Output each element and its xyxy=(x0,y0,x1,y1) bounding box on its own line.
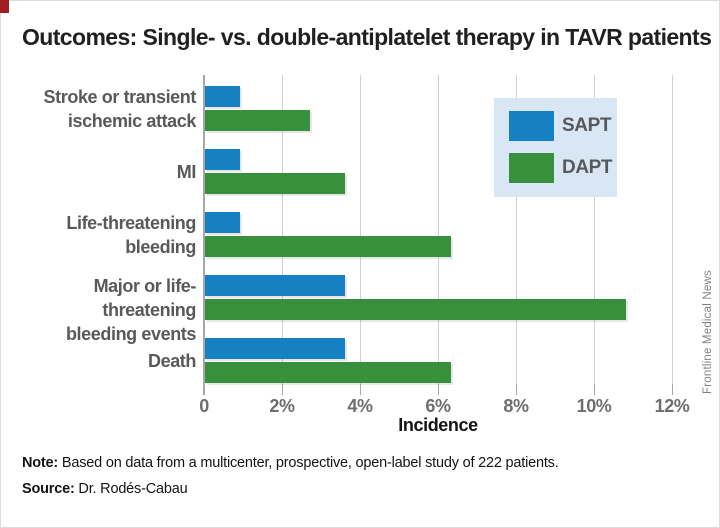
note-text: Note: Based on data from a multicenter, … xyxy=(22,455,559,471)
source-text: Source: Dr. Rodés-Cabau xyxy=(22,481,188,497)
tick-mark xyxy=(594,384,595,395)
gridline xyxy=(516,75,517,384)
tick-mark xyxy=(516,384,517,395)
category-label-2: MI xyxy=(176,162,197,182)
gridline xyxy=(438,75,439,384)
x-tick-label: 0 xyxy=(199,396,209,416)
tick-mark xyxy=(672,384,673,395)
legend-swatch-dapt xyxy=(509,153,554,183)
x-tick-label: 10% xyxy=(576,396,612,416)
bar-dapt-1 xyxy=(205,110,310,131)
legend-swatch-sapt xyxy=(509,111,554,141)
bar-sapt-1 xyxy=(205,86,240,107)
source-label: Source: xyxy=(22,481,75,497)
y-axis-line xyxy=(203,75,205,395)
gridline xyxy=(672,75,673,384)
bar-sapt-3 xyxy=(205,212,240,233)
category-label-3: Life-threatening bleeding xyxy=(66,213,196,257)
bar-sapt-4 xyxy=(205,275,345,296)
category-label-1: Stroke or transient ischemic attack xyxy=(43,87,197,131)
note-label: Note: xyxy=(22,455,59,471)
source-body: Dr. Rodés-Cabau xyxy=(74,481,188,497)
category-label-4: Major or life-threatening bleeding events xyxy=(65,276,196,344)
bar-dapt-3 xyxy=(205,236,451,257)
watermark-credit: Frontline Medical News xyxy=(702,270,714,394)
x-tick-label: 8% xyxy=(503,396,529,416)
bar-dapt-4 xyxy=(205,299,626,320)
gridline xyxy=(282,75,283,384)
tick-mark xyxy=(360,384,361,395)
note-body: Based on data from a multicenter, prospe… xyxy=(58,455,559,471)
legend-label-dapt: DAPT xyxy=(562,157,613,178)
bar-sapt-2 xyxy=(205,149,240,170)
x-tick-label: 4% xyxy=(347,396,373,416)
x-axis-title: Incidence xyxy=(398,415,478,435)
red-accent-square xyxy=(0,0,9,13)
legend-box: SAPT DAPT xyxy=(494,98,617,197)
tick-mark xyxy=(282,384,283,395)
bar-dapt-5 xyxy=(205,362,451,383)
gridline xyxy=(594,75,595,384)
x-tick-label: 6% xyxy=(425,396,451,416)
chart-title: Outcomes: Single- vs. double-antiplatele… xyxy=(22,24,712,50)
bar-dapt-2 xyxy=(205,173,345,194)
category-label-5: Death xyxy=(147,351,196,371)
bar-sapt-5 xyxy=(205,338,345,359)
x-tick-label: 2% xyxy=(269,396,295,416)
legend-label-sapt: SAPT xyxy=(562,115,612,136)
plot-area xyxy=(204,75,673,395)
tick-mark xyxy=(204,384,205,395)
x-tick-label: 12% xyxy=(654,396,690,416)
gridline xyxy=(360,75,361,384)
tick-mark xyxy=(438,384,439,395)
